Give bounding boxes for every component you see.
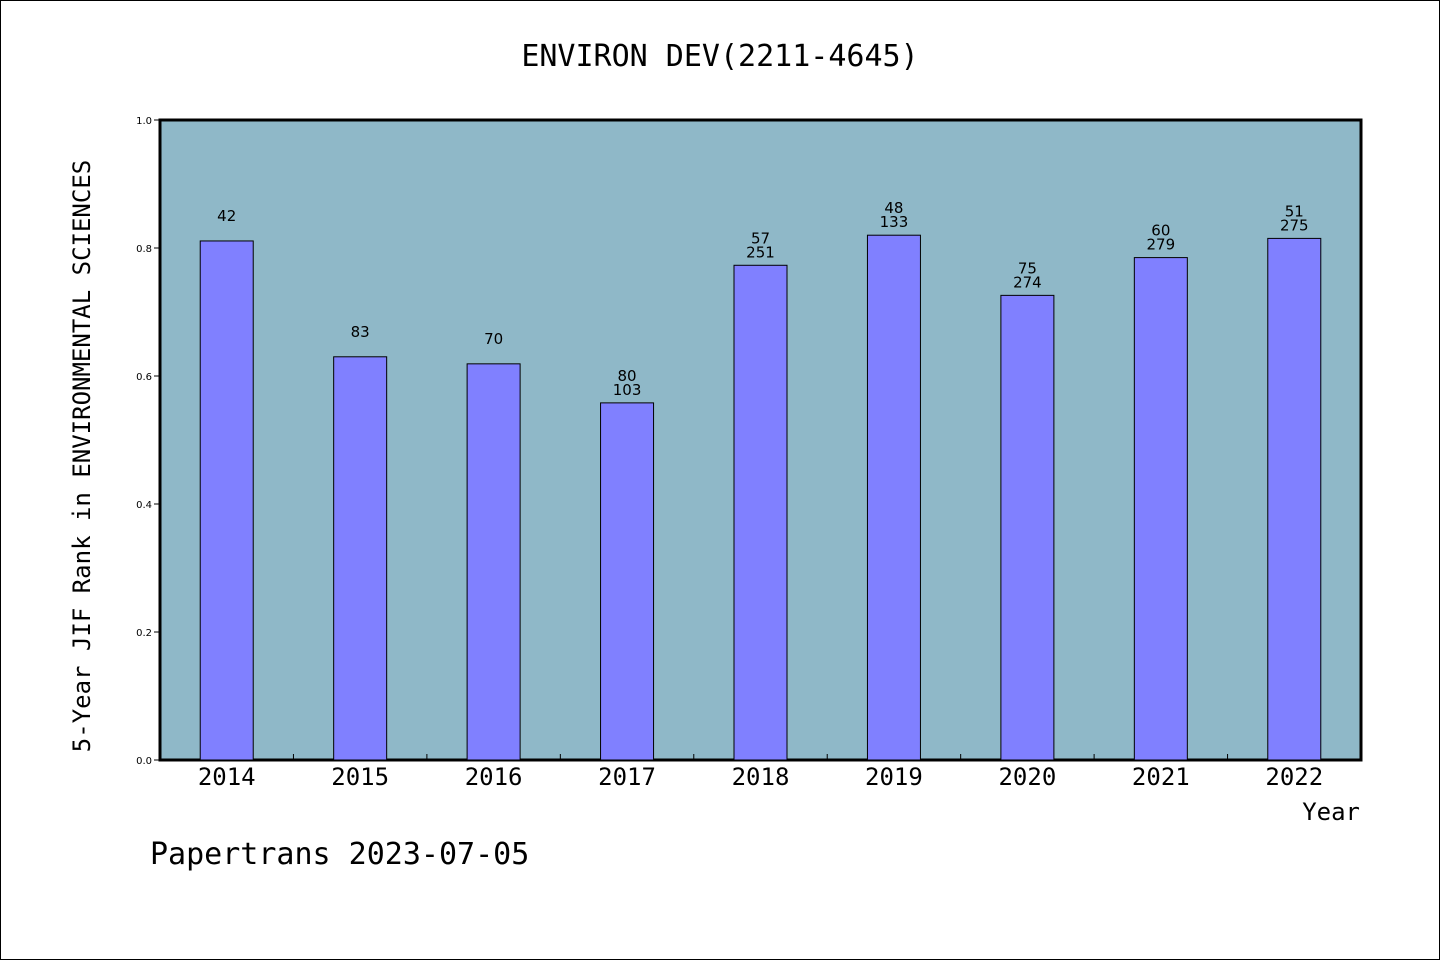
x-tick-label-2018: 2018	[732, 763, 790, 791]
bar-rank-label-2016: 70	[484, 330, 503, 348]
bar-2022	[1267, 237, 1322, 761]
y-tick-label: 1.0	[136, 116, 152, 127]
bar-2015	[333, 356, 388, 761]
chart-title: ENVIRON DEV(2211-4645)	[521, 39, 918, 74]
bar-rank-label-2014: 42	[217, 207, 236, 225]
y-axis: 0.0 0.2 0.4 0.6 0.8 1.0	[136, 116, 160, 767]
bar-2017	[600, 402, 655, 761]
y-tick-label: 0.2	[136, 628, 152, 639]
bar-rank-label-2021: 60	[1151, 222, 1170, 240]
bar-2014	[199, 240, 254, 761]
bar-total-label-2021: 279	[1147, 236, 1176, 254]
bar-2020	[1000, 294, 1055, 761]
bar-2019	[866, 234, 921, 761]
bar-rank-label-2019: 48	[884, 199, 903, 217]
y-tick-label: 0.6	[136, 372, 152, 383]
bar-rank-label-2017: 80	[618, 367, 637, 385]
y-tick-label: 0.4	[136, 500, 152, 511]
footer-text: Papertrans 2023-07-05	[150, 837, 529, 872]
x-axis-label: Year	[1302, 798, 1360, 826]
x-tick-label-2022: 2022	[1265, 763, 1323, 791]
bar-rank-label-2022: 51	[1285, 202, 1304, 220]
x-tick-label-2016: 2016	[465, 763, 523, 791]
bar-total-label-2020: 274	[1013, 273, 1042, 291]
y-tick-label: 0.0	[136, 756, 152, 767]
y-axis-label: 5-Year JIF Rank in ENVIRONMENTAL SCIENCE…	[68, 160, 96, 752]
bar-total-label-2018: 251	[746, 243, 775, 261]
bar-2021	[1133, 257, 1188, 761]
bar-rank-label-2015: 83	[351, 323, 370, 341]
x-tick-label-2015: 2015	[331, 763, 389, 791]
x-axis: 2014 2015 2016 2017 2018 2019 2020 2021 2022	[198, 754, 1323, 791]
x-tick-label-2020: 2020	[998, 763, 1056, 791]
x-tick-label-2019: 2019	[865, 763, 923, 791]
x-tick-label-2014: 2014	[198, 763, 256, 791]
bar-total-label-2019: 133	[880, 213, 909, 231]
bar-total-label-2017: 103	[613, 381, 642, 399]
bar-2018	[733, 264, 788, 761]
bar-rank-label-2020: 75	[1018, 259, 1037, 277]
bar-2016	[466, 363, 521, 761]
bar-rank-label-2018: 57	[751, 229, 770, 247]
bar-total-label-2022: 275	[1280, 216, 1309, 234]
x-tick-label-2021: 2021	[1132, 763, 1190, 791]
x-tick-label-2017: 2017	[598, 763, 656, 791]
y-tick-label: 0.8	[136, 244, 152, 255]
